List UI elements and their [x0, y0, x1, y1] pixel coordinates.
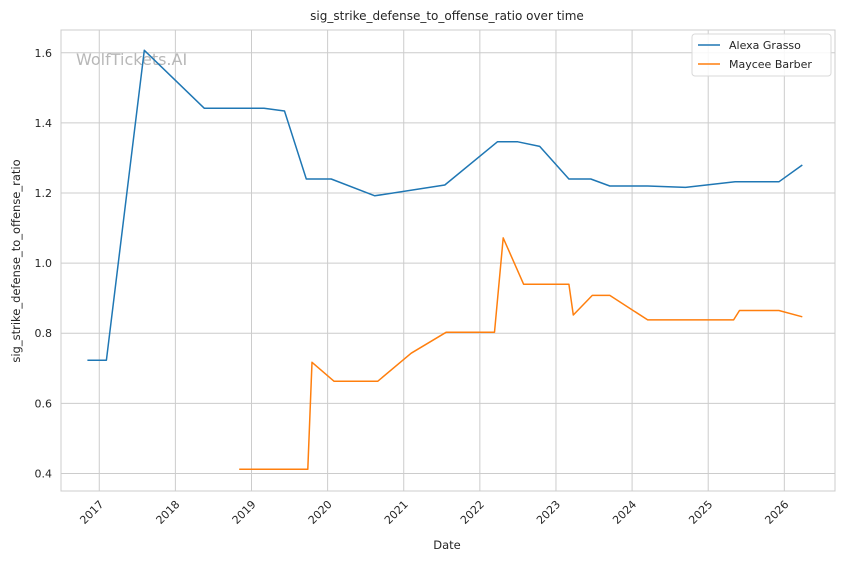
grid — [61, 30, 835, 491]
legend-box — [691, 33, 832, 77]
series-line-0 — [87, 49, 803, 361]
y-tick-label: 0.8 — [35, 327, 53, 340]
series-line-1 — [239, 237, 803, 471]
legend: Alexa Grasso Maycee Barber — [691, 33, 832, 77]
y-tick-label: 1.6 — [35, 47, 53, 60]
plot-frame — [60, 29, 836, 492]
y-tick-label: 1.4 — [35, 117, 53, 130]
x-axis-title: Date — [433, 538, 461, 552]
legend-label: Maycee Barber — [729, 58, 812, 71]
y-tick-label: 0.6 — [35, 397, 53, 410]
series-layer — [87, 49, 803, 471]
y-tick-label: 1.0 — [35, 257, 53, 270]
y-tick-label: 0.4 — [35, 467, 53, 480]
y-axis-title: sig_strike_defense_to_offense_ratio — [9, 159, 23, 362]
y-tick-labels: 0.4 0.6 0.8 1.0 1.2 1.4 1.6 — [35, 47, 53, 481]
watermark-text: WolfTickets.AI — [76, 50, 187, 69]
y-tick-label: 1.2 — [35, 187, 53, 200]
legend-label: Alexa Grasso — [729, 39, 801, 52]
chart-title: sig_strike_defense_to_offense_ratio over… — [310, 9, 584, 23]
